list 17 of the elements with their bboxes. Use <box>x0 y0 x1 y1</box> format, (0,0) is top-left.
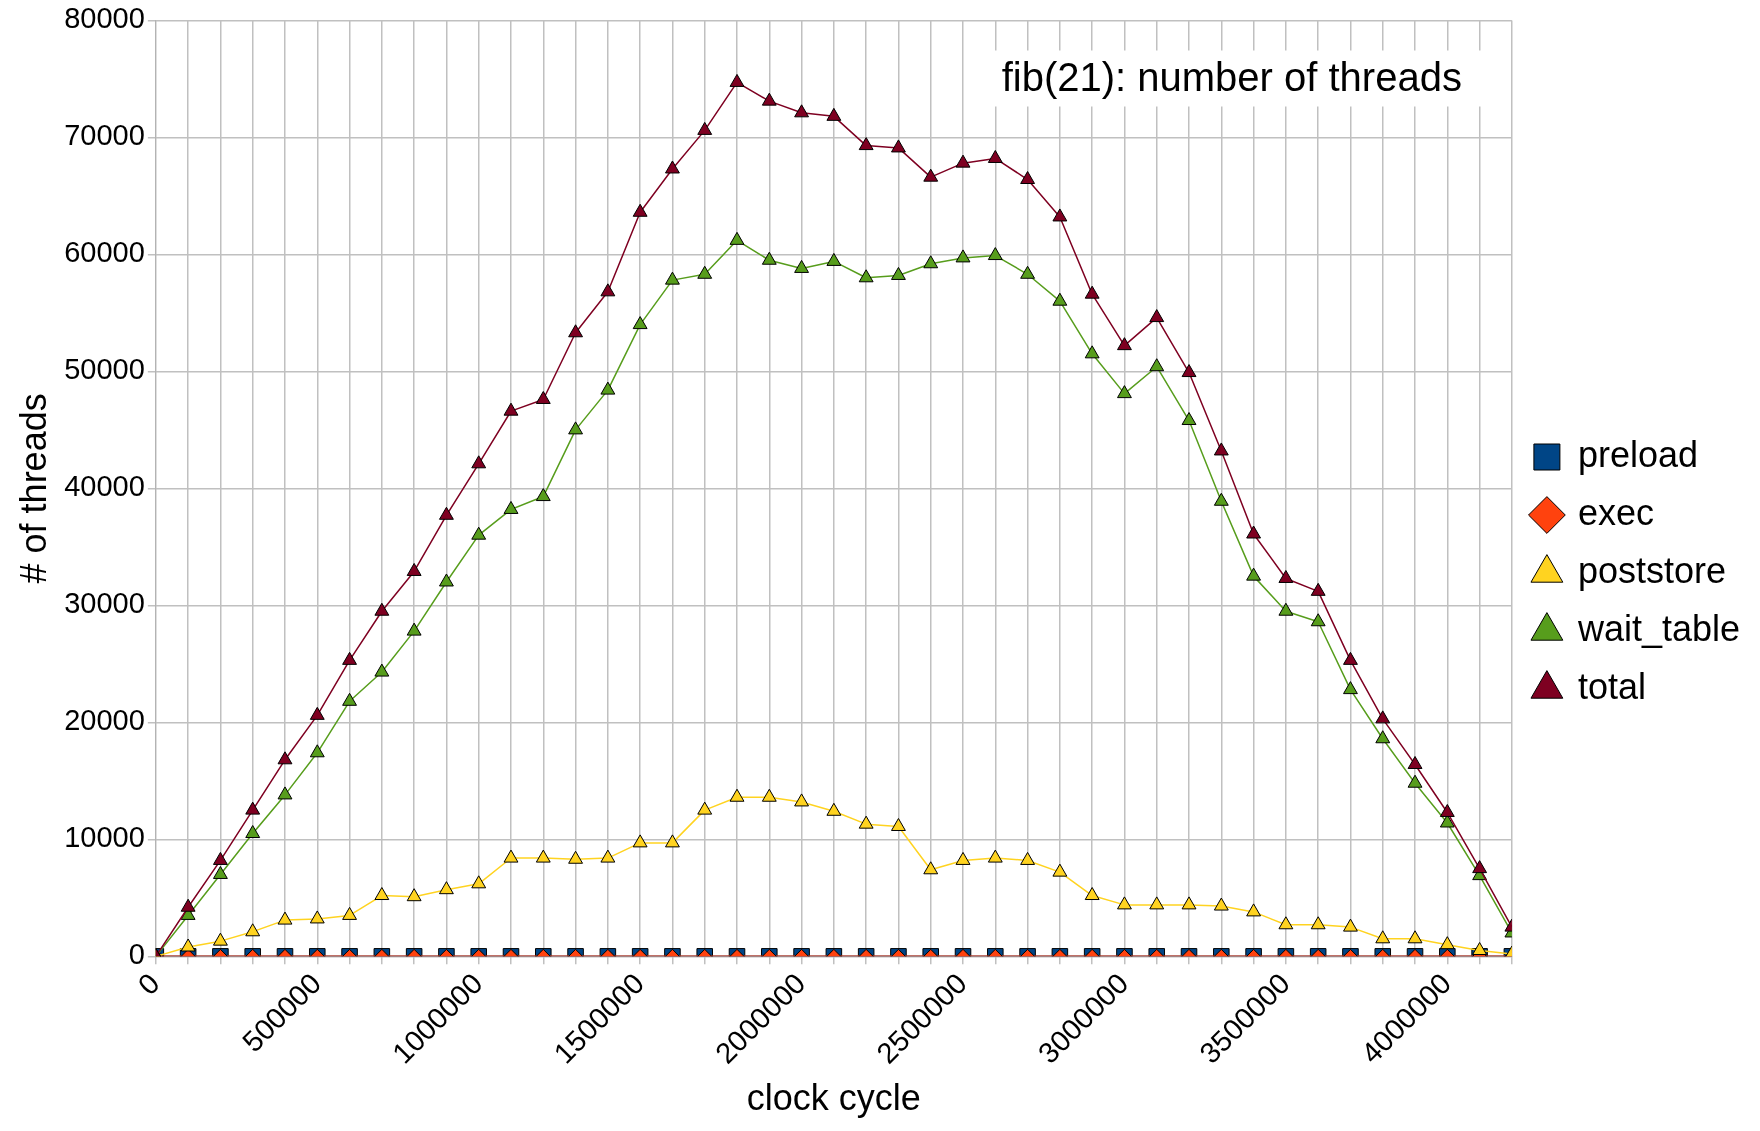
legend-label: wait_table <box>1576 607 1740 649</box>
y-tick-label: 40000 <box>64 470 145 503</box>
y-tick-label: 30000 <box>64 587 145 620</box>
y-axis-title: # of threads <box>12 393 54 584</box>
text: fib(21): number of threads <box>1001 55 1462 100</box>
y-tick-label: 50000 <box>64 353 145 386</box>
y-tick-label: 80000 <box>64 2 145 35</box>
y-tick-label: 60000 <box>64 236 145 269</box>
legend-label: preload <box>1577 433 1698 475</box>
y-tick-label: 0 <box>128 938 145 971</box>
y-tick-label: 20000 <box>64 704 145 737</box>
legend-label: total <box>1577 665 1646 707</box>
y-tick-label: 10000 <box>64 821 145 854</box>
legend-label: exec <box>1577 491 1654 533</box>
x-axis-title: clock cycle <box>746 1077 921 1119</box>
y-tick-label: 70000 <box>64 119 145 152</box>
legend-label: poststore <box>1577 549 1726 591</box>
